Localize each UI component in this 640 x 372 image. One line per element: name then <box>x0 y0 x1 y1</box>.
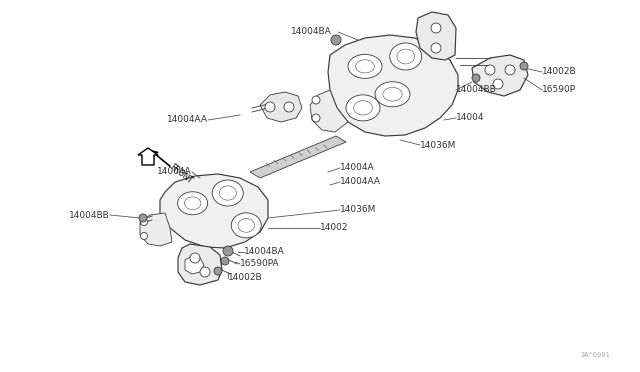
Ellipse shape <box>390 43 422 70</box>
Polygon shape <box>185 256 204 274</box>
Text: 14002: 14002 <box>320 224 349 232</box>
Text: 3A^0001: 3A^0001 <box>580 352 610 358</box>
Circle shape <box>431 23 441 33</box>
Polygon shape <box>416 12 456 60</box>
Circle shape <box>472 74 480 82</box>
Ellipse shape <box>178 192 207 215</box>
Text: 16590P: 16590P <box>542 86 576 94</box>
Ellipse shape <box>348 54 382 78</box>
Circle shape <box>493 79 503 89</box>
Circle shape <box>331 35 341 45</box>
Text: 14036M: 14036M <box>420 141 456 150</box>
Circle shape <box>139 214 147 222</box>
Circle shape <box>200 267 210 277</box>
Circle shape <box>431 43 441 53</box>
Text: 14002B: 14002B <box>228 273 262 282</box>
Text: 14004: 14004 <box>456 113 484 122</box>
Polygon shape <box>472 55 528 96</box>
Text: FRONT: FRONT <box>168 162 194 185</box>
Circle shape <box>141 218 147 225</box>
Text: 14002B: 14002B <box>542 67 577 77</box>
Text: 14004BB: 14004BB <box>69 211 110 219</box>
Polygon shape <box>138 148 158 165</box>
Ellipse shape <box>346 95 380 121</box>
Text: 14004AA: 14004AA <box>167 115 208 125</box>
Text: 14004BA: 14004BA <box>244 247 285 257</box>
Circle shape <box>190 253 200 263</box>
Ellipse shape <box>212 180 243 206</box>
Circle shape <box>485 65 495 75</box>
Text: 16590PA: 16590PA <box>240 260 280 269</box>
Text: 14004AA: 14004AA <box>340 177 381 186</box>
Text: 14004BB: 14004BB <box>456 86 497 94</box>
Polygon shape <box>178 244 222 285</box>
Circle shape <box>284 102 294 112</box>
Circle shape <box>265 102 275 112</box>
Ellipse shape <box>231 213 261 238</box>
Circle shape <box>312 96 320 104</box>
Polygon shape <box>310 90 348 132</box>
Circle shape <box>312 114 320 122</box>
Circle shape <box>223 246 233 256</box>
Polygon shape <box>160 174 268 248</box>
Polygon shape <box>260 92 302 122</box>
Text: 14004A: 14004A <box>157 167 192 176</box>
Ellipse shape <box>375 82 410 107</box>
Circle shape <box>221 257 229 265</box>
Circle shape <box>141 232 147 240</box>
Text: 14004A: 14004A <box>340 164 374 173</box>
Circle shape <box>505 65 515 75</box>
Polygon shape <box>250 136 346 178</box>
Text: 14004BA: 14004BA <box>291 28 332 36</box>
Text: 14036M: 14036M <box>340 205 376 215</box>
Circle shape <box>520 62 528 70</box>
Polygon shape <box>328 35 458 136</box>
Circle shape <box>214 267 222 275</box>
Polygon shape <box>140 213 172 246</box>
